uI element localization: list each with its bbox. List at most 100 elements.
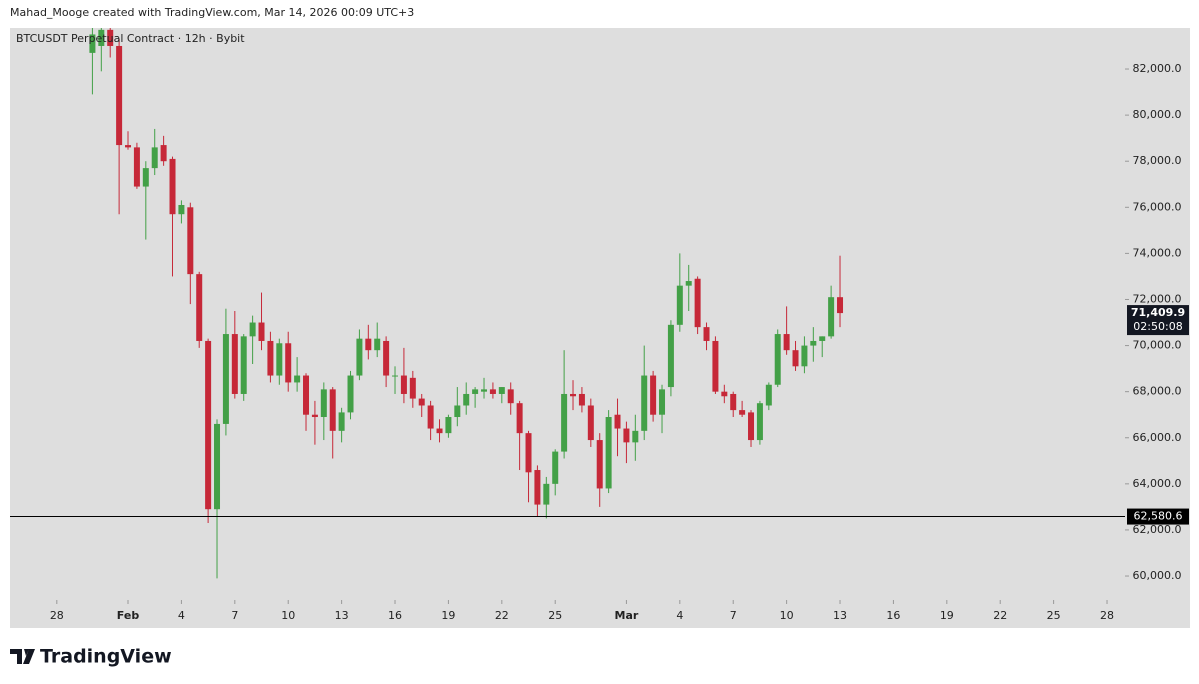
- candle-body: [739, 410, 746, 415]
- x-tick-label: 28: [1100, 609, 1114, 622]
- candle-body: [303, 375, 310, 415]
- x-tick-label: 22: [495, 609, 509, 622]
- candle-body: [427, 405, 434, 429]
- candle-body: [267, 340, 274, 376]
- candle-body: [650, 375, 657, 415]
- candle-body: [756, 403, 763, 441]
- y-tick-label: 72,000.0: [1133, 292, 1182, 305]
- candle-body: [231, 334, 238, 394]
- x-tick-label: Feb: [117, 609, 140, 622]
- x-tick-label: 16: [388, 609, 402, 622]
- candle-body: [98, 29, 105, 46]
- countdown: 02:50:08: [1133, 320, 1182, 333]
- candle-body: [552, 451, 559, 484]
- candle-body: [196, 274, 203, 341]
- candle-body: [703, 327, 710, 341]
- candle-body: [792, 350, 799, 367]
- candle-body: [374, 338, 381, 351]
- candle-body: [222, 334, 229, 424]
- y-tick-label: 60,000.0: [1133, 569, 1182, 582]
- candle-body: [258, 322, 265, 341]
- candle-body: [543, 483, 550, 505]
- x-tick-label: 22: [993, 609, 1007, 622]
- candle-body: [596, 440, 603, 489]
- candle-body: [828, 297, 835, 337]
- y-tick-label: 70,000.0: [1133, 339, 1182, 352]
- candle-body: [801, 345, 808, 367]
- candle-body: [454, 405, 461, 418]
- candle-body: [676, 285, 683, 325]
- x-tick-label: 16: [886, 609, 900, 622]
- x-tick-label: 7: [231, 609, 238, 622]
- candle-body: [819, 336, 826, 341]
- y-tick-label: 76,000.0: [1133, 200, 1182, 213]
- candle-body: [392, 375, 399, 377]
- brand: TradingView: [40, 646, 172, 668]
- candle-body: [169, 158, 176, 215]
- candle-body: [445, 417, 452, 434]
- x-tick-label: Mar: [615, 609, 639, 622]
- candle-body: [774, 334, 781, 385]
- candle-body: [294, 375, 301, 383]
- y-tick-label: 68,000.0: [1133, 385, 1182, 398]
- candle-body: [329, 389, 336, 431]
- candle-body: [498, 387, 505, 394]
- candle-body: [721, 391, 728, 397]
- candle-body: [810, 340, 817, 346]
- x-tick-label: 13: [833, 609, 847, 622]
- candle-body: [748, 412, 755, 441]
- brand-logo: TradingView: [10, 646, 172, 668]
- candle-body: [151, 147, 158, 169]
- candle-body: [133, 147, 140, 187]
- candle-body: [178, 204, 185, 215]
- candle-body: [685, 281, 692, 286]
- candle-body: [489, 389, 496, 394]
- y-tick-label: 78,000.0: [1133, 154, 1182, 167]
- last-price-box: [1127, 305, 1189, 336]
- candle-body: [587, 405, 594, 441]
- candle-body: [614, 414, 621, 429]
- hline-label-box: [1127, 508, 1189, 525]
- candle-body: [409, 377, 416, 399]
- plot-area: [89, 28, 844, 579]
- candle-body: [472, 389, 479, 394]
- candle-body: [276, 343, 283, 376]
- chart-background: [10, 28, 1190, 628]
- candle-body: [463, 393, 470, 406]
- candle-body: [400, 375, 407, 394]
- x-tick-label: 10: [281, 609, 295, 622]
- candle-body: [534, 470, 541, 505]
- candle-body: [107, 29, 114, 46]
- candle-body: [712, 340, 719, 392]
- y-tick-label: 82,000.0: [1133, 62, 1182, 75]
- x-tick-label: 25: [548, 609, 562, 622]
- x-tick-label: 28: [50, 609, 64, 622]
- candle-body: [240, 336, 247, 394]
- candle-body: [125, 145, 132, 148]
- candle-body: [507, 389, 514, 404]
- candle-body: [338, 412, 345, 431]
- last-price-label: 71,409.9: [1131, 306, 1185, 319]
- candle-body: [667, 324, 674, 388]
- chart-title: BTCUSDT Perpetual Contract · 12h · Bybit: [16, 32, 245, 45]
- candle-body: [481, 389, 488, 392]
- candle-body: [659, 389, 666, 415]
- candle-body: [632, 430, 639, 443]
- x-tick-label: 13: [335, 609, 349, 622]
- candle-body: [116, 45, 123, 146]
- x-tick-label: 25: [1047, 609, 1061, 622]
- candle-body: [311, 414, 318, 418]
- candle-body: [89, 34, 96, 53]
- x-tick-label: 4: [676, 609, 683, 622]
- credit: Mahad_Mooge created with TradingView.com…: [10, 6, 414, 19]
- candle-body: [641, 375, 648, 431]
- candle-body: [347, 375, 354, 413]
- y-tick-label: 74,000.0: [1133, 246, 1182, 259]
- candle-body: [418, 398, 425, 406]
- candle-body: [765, 384, 772, 406]
- candle-body: [783, 334, 790, 351]
- candle-body: [142, 168, 149, 187]
- candle-body: [187, 207, 194, 275]
- candle-body: [365, 338, 372, 351]
- candle-body: [205, 340, 212, 510]
